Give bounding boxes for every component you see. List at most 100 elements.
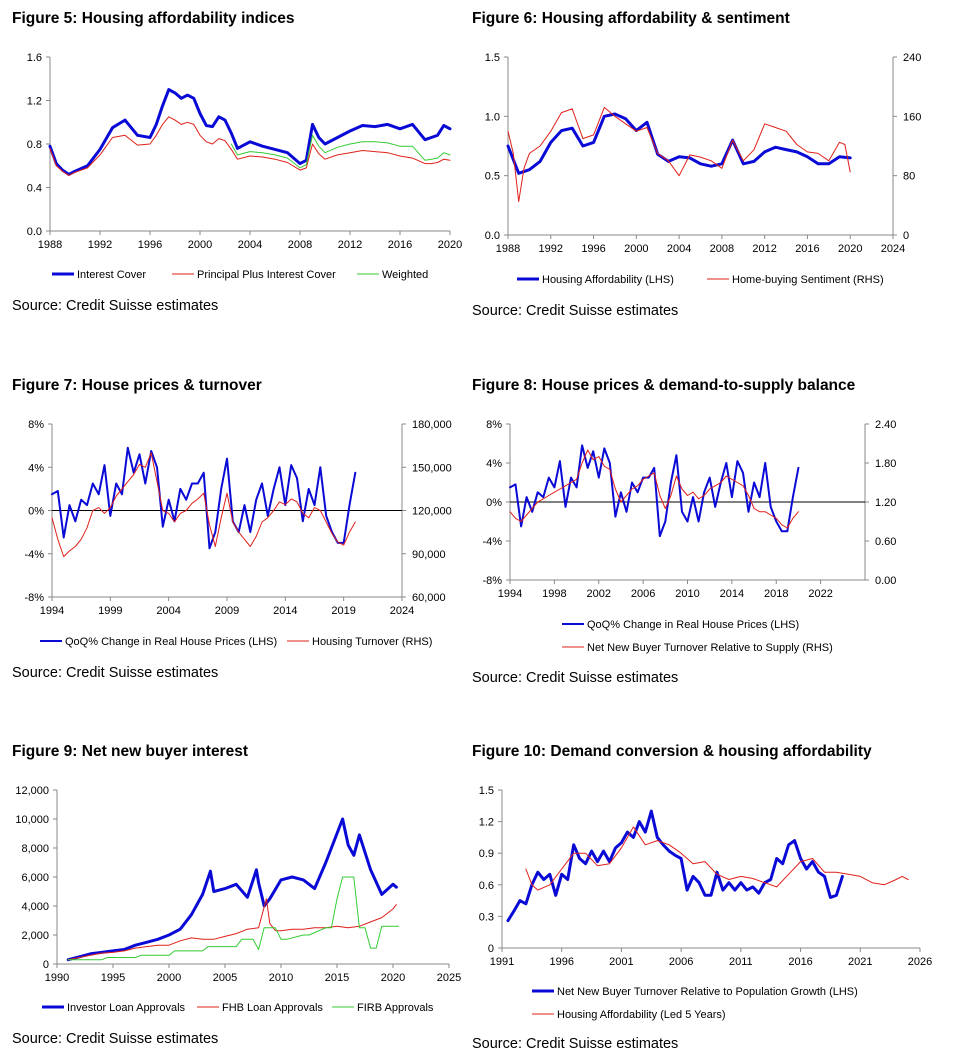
- x-tick-label: 1992: [88, 239, 112, 251]
- x-tick-label: 2012: [752, 243, 776, 255]
- x-tick-label: 1991: [490, 956, 514, 968]
- x-tick-label: 2004: [667, 243, 691, 255]
- x-tick-label: 1998: [542, 588, 566, 600]
- series-line-1: [66, 817, 398, 962]
- x-tick-label: 2011: [729, 956, 753, 968]
- chart-figure-9: 0 2,000 4,000 6,000 8,000 10,000 12,000 1990 199…: [15, 785, 461, 1014]
- series-line-1: [509, 444, 800, 538]
- x-tick-label: 2016: [388, 239, 412, 251]
- y-tick-label: -8%: [482, 575, 502, 587]
- y-right-tick-label: 0.00: [875, 575, 896, 587]
- legend-label: Weighted: [382, 269, 428, 281]
- y-right-tick-label: 0: [903, 230, 909, 242]
- y-tick-label: 8,000: [21, 843, 49, 855]
- y-tick-label: 0.5: [485, 171, 500, 183]
- x-tick-label: 2021: [848, 956, 872, 968]
- legend-label: Housing Turnover (RHS): [312, 636, 432, 648]
- y-tick-label: -4%: [24, 549, 44, 561]
- x-tick-label: 2008: [710, 243, 734, 255]
- series-line-2: [507, 106, 851, 203]
- y-tick-label: 1.6: [27, 52, 42, 64]
- y-right-tick-label: 1.80: [875, 458, 896, 470]
- series-line-2: [509, 449, 799, 529]
- x-tick-label: 2008: [288, 239, 312, 251]
- x-tick-label: 2012: [338, 239, 362, 251]
- chart-title: Figure 10: Demand conversion & housing a…: [472, 743, 872, 760]
- x-tick-label: 1988: [496, 243, 520, 255]
- y-tick-label: 0.6: [479, 880, 494, 892]
- y-tick-label: -4%: [482, 536, 502, 548]
- x-tick-label: 2014: [273, 605, 297, 617]
- y-tick-label: 1.0: [485, 111, 500, 123]
- series-line-2: [67, 898, 397, 961]
- x-tick-label: 2000: [188, 239, 212, 251]
- y-tick-label: 1.2: [479, 817, 494, 829]
- x-tick-label: 2024: [881, 243, 905, 255]
- y-tick-label: 1.5: [479, 785, 494, 797]
- series-line-1: [51, 446, 357, 550]
- x-tick-label: 2020: [838, 243, 862, 255]
- legend-label: Principal Plus Interest Cover: [197, 269, 336, 281]
- x-tick-label: 2009: [215, 605, 239, 617]
- figure-5-panel: Figure 5: Housing affordability indices …: [12, 10, 462, 320]
- series-line-2: [51, 452, 356, 558]
- x-tick-label: 2020: [438, 239, 462, 251]
- x-tick-label: 2004: [156, 605, 180, 617]
- series-line-2: [49, 116, 451, 176]
- x-tick-label: 2014: [720, 588, 744, 600]
- x-tick-label: 2015: [325, 972, 349, 984]
- x-tick-label: 1994: [498, 588, 522, 600]
- chart-figure-10: 0 0.3 0.6 0.9 1.2 1.5 1991 1996 2001 2006 2011 2016…: [479, 785, 933, 1021]
- x-tick-label: 2025: [437, 972, 461, 984]
- y-tick-label: 1.2: [27, 96, 42, 108]
- x-tick-label: 1988: [38, 239, 62, 251]
- legend-label: FIRB Approvals: [357, 1002, 434, 1014]
- y-tick-label: 4,000: [21, 901, 49, 913]
- legend-label: Housing Affordability (LHS): [542, 274, 674, 286]
- legend-label: FHB Loan Approvals: [222, 1002, 323, 1014]
- y-tick-label: 0.4: [27, 183, 42, 195]
- source-note: Source: Credit Suisse estimates: [12, 298, 219, 314]
- x-tick-label: 2020: [381, 972, 405, 984]
- y-tick-label: 0%: [486, 497, 502, 509]
- legend-label: Net New Buyer Turnover Relative to Suppl…: [587, 642, 833, 654]
- series-line-1: [506, 112, 852, 175]
- legend-label: Interest Cover: [77, 269, 146, 281]
- y-tick-label: 10,000: [15, 814, 49, 826]
- chart-title: Figure 5: Housing affordability indices: [12, 10, 295, 27]
- x-tick-label: 1996: [549, 956, 573, 968]
- legend-label: QoQ% Change in Real House Prices (LHS): [65, 636, 277, 648]
- y-tick-label: 1.5: [485, 52, 500, 64]
- y-tick-label: -8%: [24, 592, 44, 604]
- x-tick-label: 2010: [269, 972, 293, 984]
- x-tick-label: 2019: [331, 605, 355, 617]
- series-line-1: [506, 809, 844, 923]
- y-right-tick-label: 1.20: [875, 497, 896, 509]
- x-tick-label: 2016: [788, 956, 812, 968]
- legend-label: Investor Loan Approvals: [67, 1002, 186, 1014]
- y-tick-label: 0: [43, 959, 49, 971]
- source-note: Source: Credit Suisse estimates: [472, 670, 679, 686]
- x-tick-label: 2022: [808, 588, 832, 600]
- x-tick-label: 2006: [631, 588, 655, 600]
- x-tick-label: 2005: [213, 972, 237, 984]
- chart-title: Figure 6: Housing affordability & sentim…: [472, 10, 790, 27]
- x-tick-label: 2024: [390, 605, 414, 617]
- y-right-tick-label: 160: [903, 111, 921, 123]
- source-note: Source: Credit Suisse estimates: [472, 1036, 679, 1052]
- y-tick-label: 8%: [28, 419, 44, 431]
- y-tick-label: 6,000: [21, 872, 49, 884]
- y-tick-label: 0.8: [27, 139, 42, 151]
- source-note: Source: Credit Suisse estimates: [472, 303, 679, 319]
- x-tick-label: 2018: [764, 588, 788, 600]
- series-line-3: [230, 134, 451, 169]
- y-right-tick-label: 90,000: [412, 549, 446, 561]
- y-tick-label: 12,000: [15, 785, 49, 797]
- chart-figure-6: 0.0 0.5 1.0 1.5 0 80 160 240 1988 1992 1996 2000 200…: [485, 52, 922, 286]
- y-tick-label: 0.3: [479, 911, 494, 923]
- y-tick-label: 4%: [486, 458, 502, 470]
- chart-figure-8: -8% -4% 0% 4% 8% 0.00 0.60 1.20 1.80 2.40 1994 1998…: [482, 419, 896, 654]
- legend-label: Net New Buyer Turnover Relative to Popul…: [557, 986, 858, 998]
- figure-7-panel: Figure 7: House prices & turnover -8% -4%…: [12, 377, 462, 687]
- x-tick-label: 1995: [101, 972, 125, 984]
